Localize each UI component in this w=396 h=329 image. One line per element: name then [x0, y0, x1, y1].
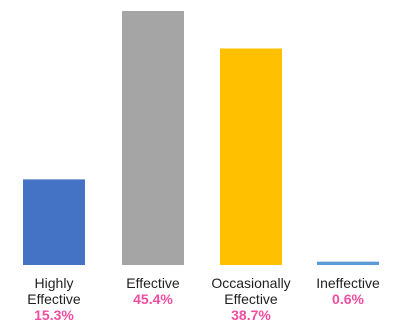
value-label-3: 38.7%: [231, 307, 271, 323]
bar-1: [23, 179, 85, 265]
category-label-1-line-2: Effective: [27, 291, 81, 307]
category-label-3-line-1: Occasionally: [211, 275, 290, 291]
category-label-1-line-1: Highly: [35, 275, 74, 291]
category-label-2: Effective: [126, 275, 180, 291]
value-label-1: 15.3%: [34, 307, 74, 323]
category-label-3-line-2: Effective: [224, 291, 278, 307]
bar-3: [220, 48, 282, 265]
value-label-4: 0.6%: [332, 291, 364, 307]
bar-4: [317, 261, 379, 265]
bar-2: [122, 11, 184, 265]
value-label-2: 45.4%: [133, 291, 173, 307]
category-label-4: Ineffective: [316, 275, 380, 291]
